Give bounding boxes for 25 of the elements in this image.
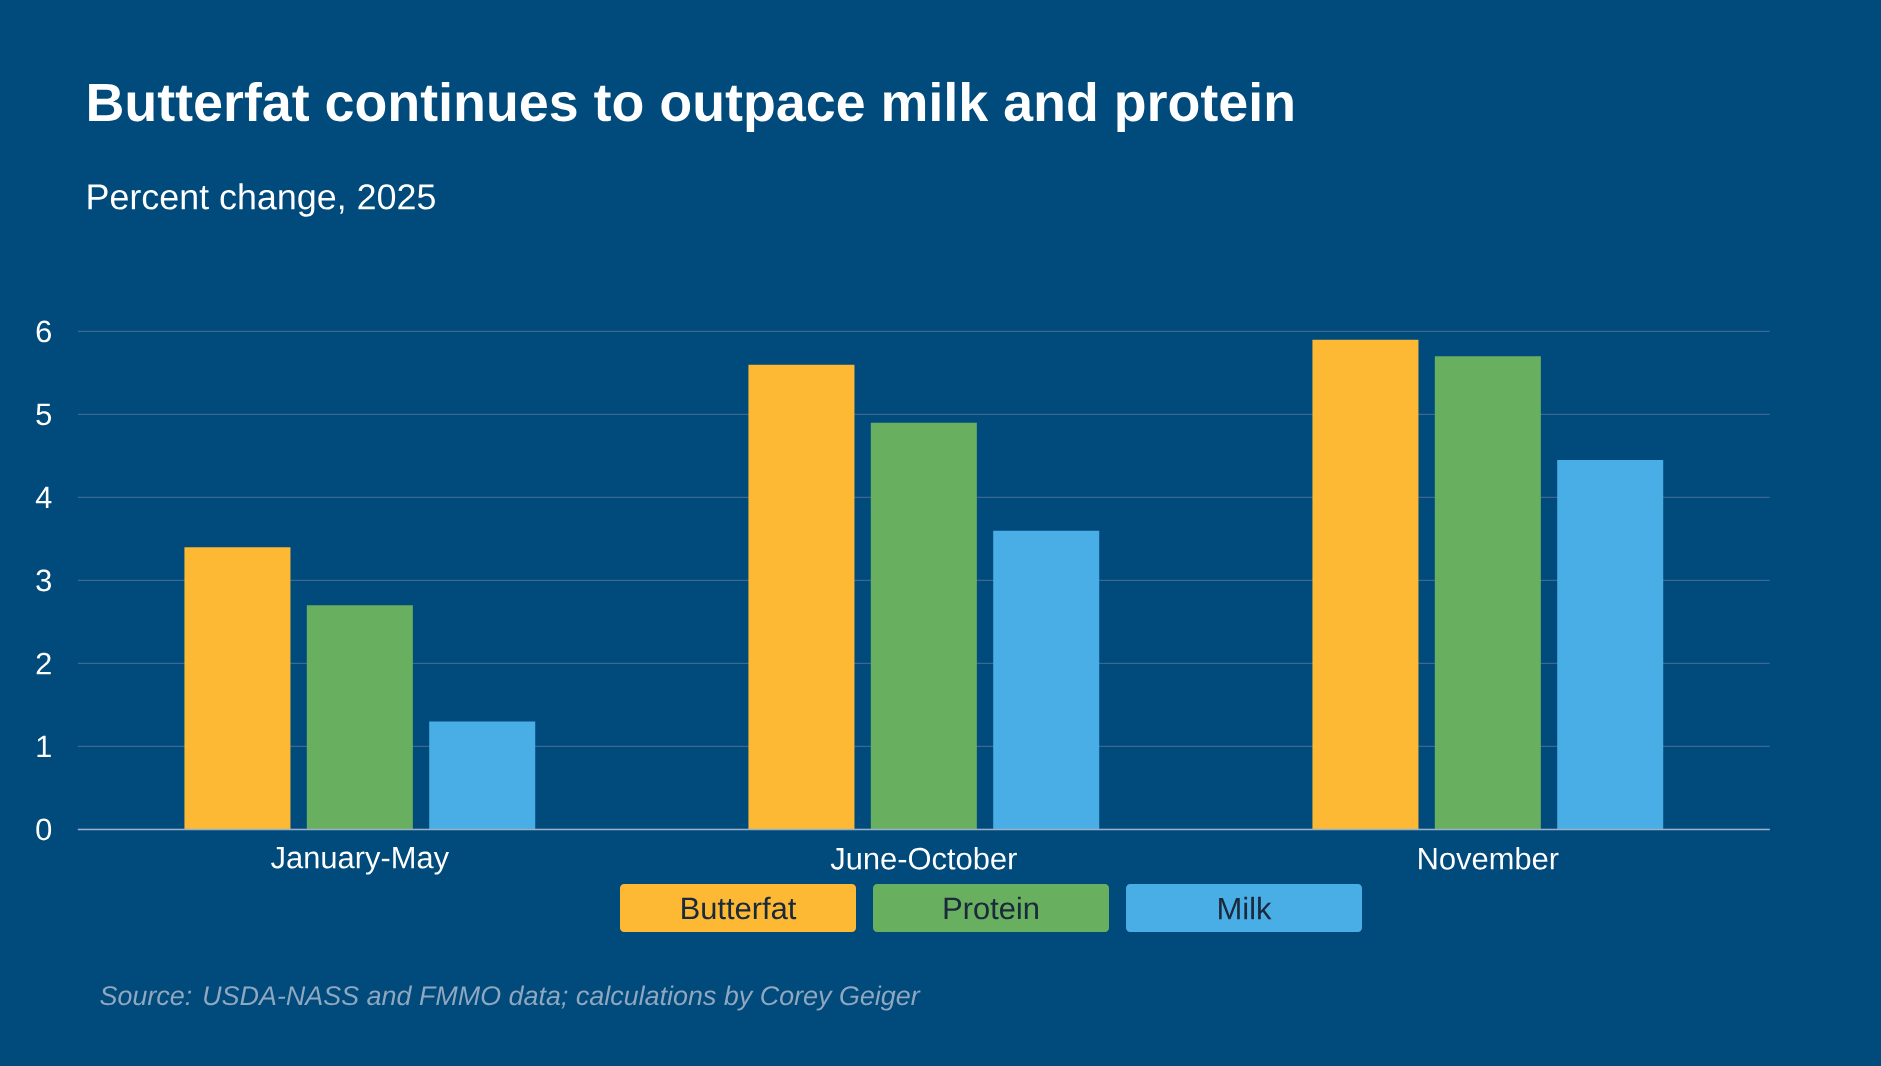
text: Butterfat xyxy=(682,896,797,920)
bar xyxy=(870,422,977,830)
x-tick-label: November xyxy=(1419,846,1559,870)
y-tick-label: 6 xyxy=(36,320,51,343)
bar xyxy=(993,530,1100,830)
chart-subtitle: Percent change, 2025 xyxy=(88,183,435,217)
x-tick-label: January-May xyxy=(271,846,450,875)
chart-title: Butterfat continues to outpace milk and protein xyxy=(89,81,1293,133)
y-tick-label: 2 xyxy=(36,652,51,675)
bar xyxy=(306,605,413,830)
y-tick-label: 4 xyxy=(35,486,52,509)
bar xyxy=(1557,460,1664,830)
bar xyxy=(1434,356,1541,830)
bar xyxy=(184,547,291,830)
source-note: Source: USDA-NASS and FMMO data; calculations by Corey Geiger xyxy=(100,985,921,1011)
y-tick-label: 0 xyxy=(36,818,52,841)
bar xyxy=(748,364,855,830)
x-tick-label: June-October xyxy=(830,846,1017,870)
text: Milk xyxy=(1219,896,1272,920)
text: Protein xyxy=(944,896,1038,920)
y-tick-label: 3 xyxy=(36,569,51,592)
bar xyxy=(429,721,536,830)
bar xyxy=(1312,339,1419,830)
y-tick-label: 1 xyxy=(37,735,51,758)
y-tick-label: 5 xyxy=(36,403,52,426)
